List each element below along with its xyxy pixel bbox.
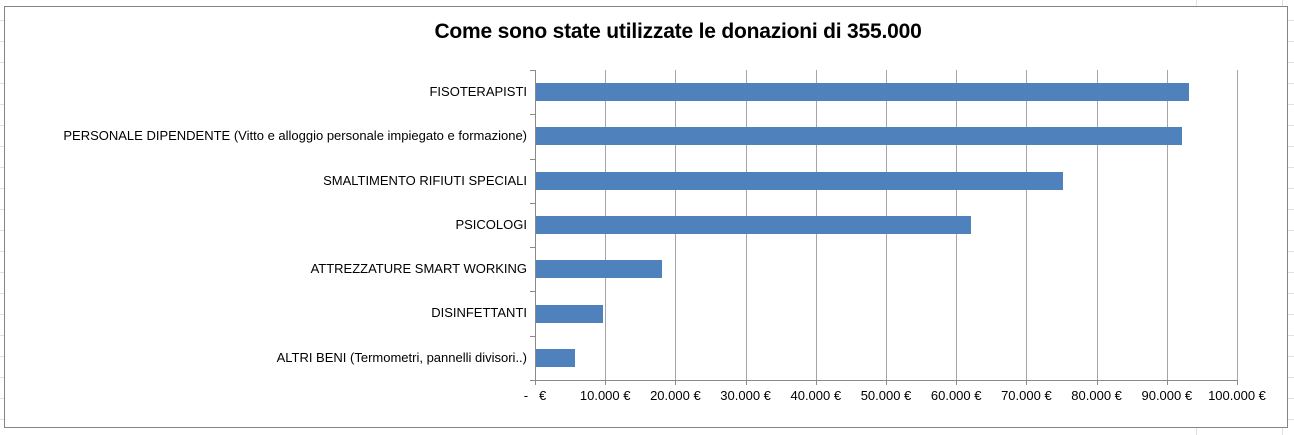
category-label: SMALTIMENTO RIFIUTI SPECIALI <box>323 172 527 188</box>
category-axis-tick <box>530 335 535 337</box>
value-axis-tick <box>956 380 958 385</box>
value-axis-tick <box>675 380 677 385</box>
value-tick-label: 50.000 € <box>860 388 912 403</box>
bar[interactable] <box>536 348 575 367</box>
value-tick-label: 60.000 € <box>930 388 982 403</box>
value-tick-label: 10.000 € <box>579 388 631 403</box>
value-gridline <box>1237 70 1238 380</box>
category-label: PSICOLOGI <box>455 216 527 232</box>
bar[interactable] <box>536 304 603 323</box>
value-tick-label: 40.000 € <box>790 388 842 403</box>
value-axis-tick <box>1237 380 1238 385</box>
value-gridline <box>1166 70 1168 380</box>
value-tick-label: - € <box>523 388 547 403</box>
category-axis-tick <box>530 380 535 381</box>
category-axis-tick <box>530 114 535 116</box>
value-axis-tick <box>815 380 817 385</box>
plot-area <box>530 70 1238 385</box>
chart-area[interactable]: Come sono state utilizzate le donazioni … <box>4 6 1288 428</box>
category-axis-tick <box>530 158 535 160</box>
value-axis-tick <box>886 380 887 385</box>
category-label: ALTRI BENI (Termometri, pannelli divisor… <box>276 349 527 365</box>
value-axis-tick <box>1096 380 1098 385</box>
bar[interactable] <box>536 171 1063 190</box>
category-label: DISINFETTANTI <box>431 305 527 321</box>
category-label: ATTREZZATURE SMART WORKING <box>310 261 527 277</box>
value-tick-label: 20.000 € <box>650 388 701 403</box>
value-tick-label: 90.000 € <box>1141 388 1193 403</box>
value-axis-tick <box>1166 380 1168 385</box>
value-gridline <box>1026 70 1028 380</box>
chart-title: Come sono state utilizzate le donazioni … <box>434 20 922 43</box>
category-axis-tick <box>530 202 535 204</box>
category-axis-tick <box>530 291 535 293</box>
value-tick-label: 70.000 € <box>1001 388 1052 403</box>
category-axis-tick <box>530 247 535 249</box>
category-axis-tick <box>530 70 535 71</box>
value-axis-tick <box>535 380 536 385</box>
value-tick-label: 80.000 € <box>1071 388 1122 403</box>
value-tick-label: 30.000 € <box>720 388 771 403</box>
value-axis-labels: - € 10.000 € 20.000 € 30.000 € 40.000 € 50.00… <box>524 388 1266 408</box>
value-axis-tick <box>745 380 747 385</box>
category-axis-line <box>535 70 536 380</box>
bar[interactable] <box>536 83 1189 102</box>
value-gridline <box>1096 70 1098 380</box>
bar[interactable] <box>536 216 972 234</box>
bar[interactable] <box>536 260 663 279</box>
value-axis-tick <box>605 380 607 385</box>
category-label: FISOTERAPISTI <box>429 84 527 99</box>
value-axis-tick <box>1026 380 1028 385</box>
bar[interactable] <box>536 127 1182 146</box>
category-axis-labels: FISOTERAPISTI PERSONALE DIPENDENTE (Vitto… <box>11 70 527 380</box>
category-label: PERSONALE DIPENDENTE (Vitto e alloggio p… <box>63 128 527 144</box>
value-tick-label: 100.000 € <box>1208 388 1266 403</box>
